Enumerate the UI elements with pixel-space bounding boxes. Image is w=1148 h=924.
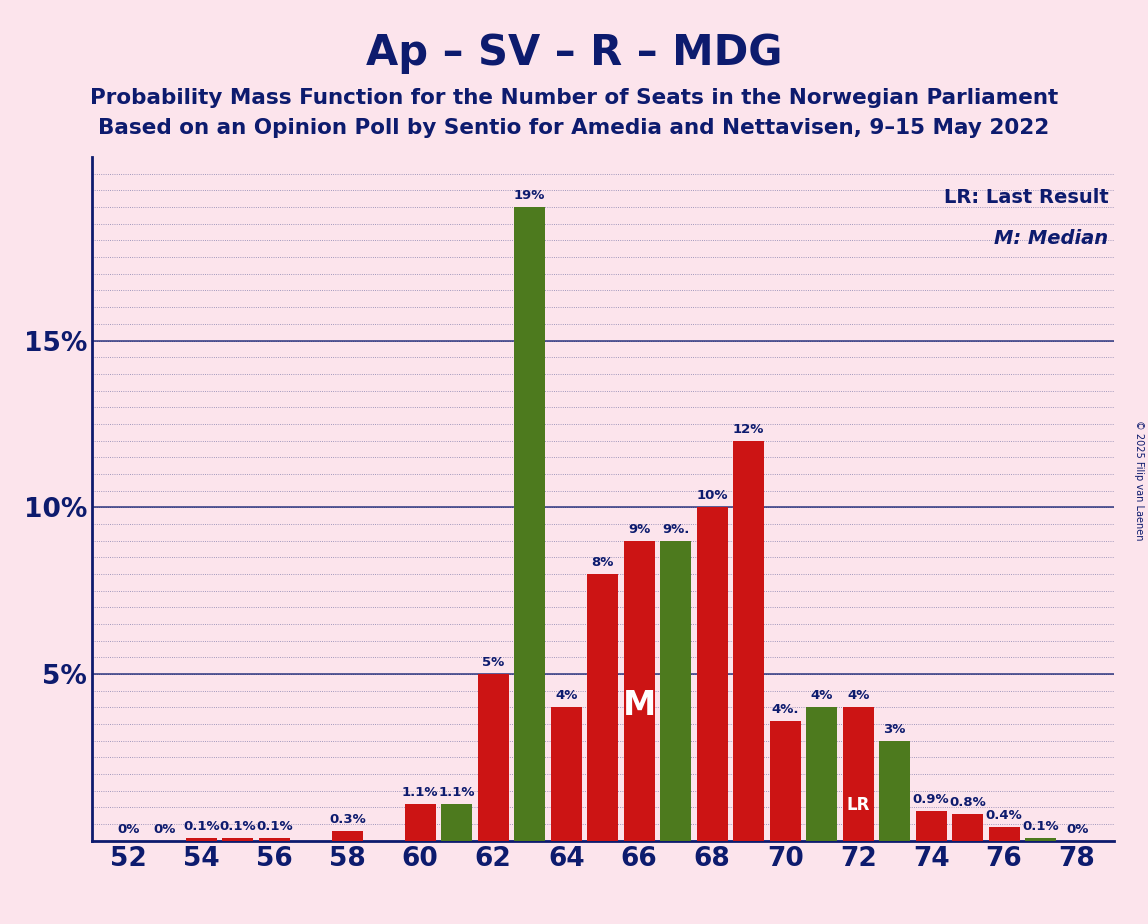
- Bar: [916, 811, 947, 841]
- Text: 4%.: 4%.: [771, 703, 799, 716]
- Text: 8%: 8%: [591, 556, 614, 569]
- Bar: [769, 721, 800, 841]
- Bar: [478, 675, 509, 841]
- Text: 0.1%: 0.1%: [1022, 820, 1058, 833]
- Bar: [879, 741, 910, 841]
- Bar: [660, 541, 691, 841]
- Text: 4%: 4%: [810, 689, 832, 702]
- Text: 9%.: 9%.: [662, 523, 689, 536]
- Text: 0.3%: 0.3%: [328, 813, 366, 826]
- Text: © 2025 Filip van Laenen: © 2025 Filip van Laenen: [1134, 420, 1143, 541]
- Bar: [952, 814, 983, 841]
- Text: 4%: 4%: [554, 689, 577, 702]
- Text: 1.1%: 1.1%: [439, 786, 475, 799]
- Text: 0%: 0%: [1065, 823, 1088, 836]
- Text: 0.1%: 0.1%: [219, 820, 256, 833]
- Bar: [405, 804, 436, 841]
- Text: 0.4%: 0.4%: [986, 809, 1023, 822]
- Text: 0.9%: 0.9%: [913, 793, 949, 806]
- Text: 0.8%: 0.8%: [949, 796, 986, 809]
- Text: 4%: 4%: [847, 689, 869, 702]
- Text: LR: Last Result: LR: Last Result: [944, 188, 1109, 207]
- Bar: [843, 708, 874, 841]
- Bar: [223, 837, 254, 841]
- Text: 0%: 0%: [154, 823, 176, 836]
- Bar: [1025, 837, 1056, 841]
- Bar: [514, 207, 545, 841]
- Bar: [441, 804, 472, 841]
- Text: Ap – SV – R – MDG: Ap – SV – R – MDG: [366, 32, 782, 74]
- Text: 19%: 19%: [514, 189, 545, 202]
- Text: 9%: 9%: [628, 523, 650, 536]
- Bar: [806, 708, 837, 841]
- Text: 1.1%: 1.1%: [402, 786, 439, 799]
- Bar: [332, 831, 363, 841]
- Text: 3%: 3%: [884, 723, 906, 736]
- Text: M: Median: M: Median: [994, 229, 1109, 248]
- Text: Probability Mass Function for the Number of Seats in the Norwegian Parliament: Probability Mass Function for the Number…: [90, 88, 1058, 108]
- Text: M: M: [622, 689, 656, 723]
- Bar: [988, 828, 1019, 841]
- Bar: [623, 541, 654, 841]
- Bar: [258, 837, 289, 841]
- Text: Based on an Opinion Poll by Sentio for Amedia and Nettavisen, 9–15 May 2022: Based on an Opinion Poll by Sentio for A…: [99, 118, 1049, 139]
- Text: LR: LR: [846, 796, 870, 814]
- Text: 10%: 10%: [697, 490, 728, 503]
- Bar: [587, 574, 619, 841]
- Bar: [551, 708, 582, 841]
- Text: 12%: 12%: [732, 422, 765, 435]
- Text: 0.1%: 0.1%: [183, 820, 219, 833]
- Text: 0.1%: 0.1%: [256, 820, 293, 833]
- Bar: [734, 441, 765, 841]
- Bar: [697, 507, 728, 841]
- Text: 5%: 5%: [482, 656, 504, 669]
- Bar: [186, 837, 217, 841]
- Text: 0%: 0%: [117, 823, 140, 836]
